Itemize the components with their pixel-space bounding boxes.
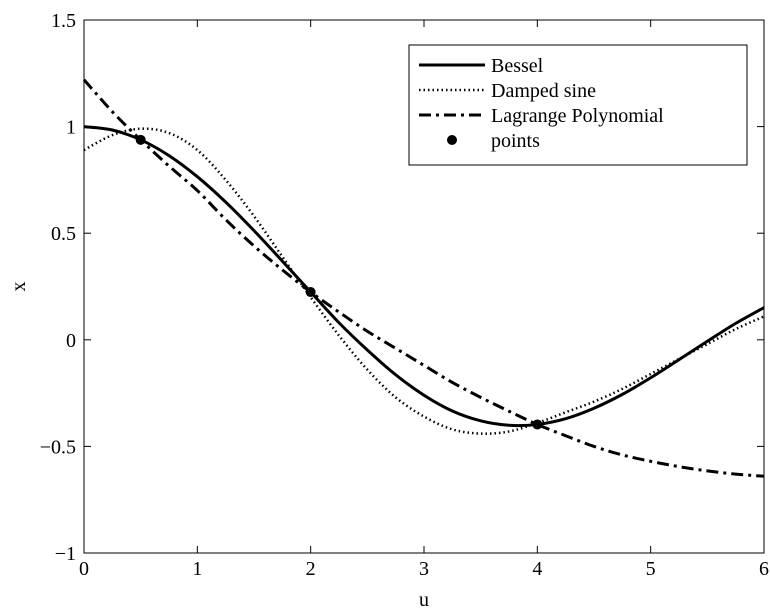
data-points <box>135 134 543 430</box>
x-tick-label: 1 <box>192 558 202 580</box>
y-tick-label: 0 <box>66 330 76 352</box>
x-tick-label: 0 <box>79 558 89 580</box>
legend-label-lagrange: Lagrange Polynomial <box>491 105 664 127</box>
x-tick-label: 2 <box>306 558 316 580</box>
legend-entry-bessel: Bessel <box>419 55 544 77</box>
bessel-line <box>83 125 765 428</box>
plot-lines <box>82 78 765 478</box>
legend-label-bessel: Bessel <box>491 55 544 77</box>
data-point <box>305 287 316 298</box>
lagrange-polynomial-line <box>82 78 765 478</box>
x-tick-label: 4 <box>532 558 542 580</box>
legend-swatch-points <box>447 135 457 145</box>
y-tick-label: 1 <box>66 117 76 139</box>
legend-entry-damped-sine: Damped sine <box>419 80 596 102</box>
x-tick-label: 5 <box>646 558 656 580</box>
y-tick-label: −1 <box>55 543 76 565</box>
y-tick-label: −0.5 <box>40 436 76 458</box>
legend-entry-points: points <box>447 130 540 152</box>
ticks: 0 1 2 3 4 5 6 −1 −0.5 0 0.5 1 1.5 <box>40 10 769 580</box>
data-point <box>532 419 543 430</box>
data-point <box>135 134 146 145</box>
y-tick-label: 0.5 <box>51 223 76 245</box>
x-tick-label: 6 <box>759 558 769 580</box>
legend-entry-lagrange: Lagrange Polynomial <box>419 105 664 127</box>
legend-label-points: points <box>491 130 540 152</box>
y-axis-label: x <box>8 282 30 292</box>
damped-sine-line <box>83 127 765 435</box>
legend-label-damped-sine: Damped sine <box>491 80 596 102</box>
legend: Bessel Damped sine Lagrange Polynomial p… <box>408 44 748 166</box>
x-tick-label: 3 <box>419 558 429 580</box>
y-tick-label: 1.5 <box>51 10 76 32</box>
x-axis-label: u <box>419 589 429 609</box>
